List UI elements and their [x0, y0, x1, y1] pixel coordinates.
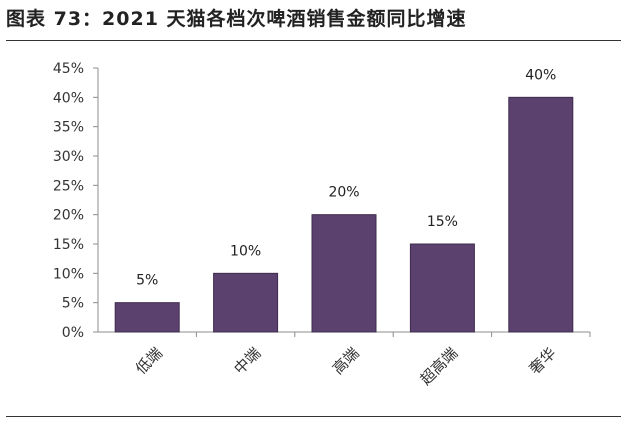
y-tick-label: 30% — [53, 149, 84, 165]
y-tick-label: 40% — [53, 90, 84, 106]
bar — [213, 272, 279, 333]
y-tick-label: 10% — [53, 266, 84, 282]
y-tick-label: 5% — [62, 296, 84, 312]
footer-rule — [6, 416, 621, 417]
x-category-label: 低端 — [132, 344, 166, 378]
data-label: 15% — [427, 214, 458, 230]
bar — [114, 302, 180, 333]
y-tick-label: 25% — [53, 178, 84, 194]
data-label: 40% — [525, 67, 556, 83]
y-tick-label: 45% — [53, 61, 84, 77]
bar — [409, 243, 475, 333]
y-tick-label: 20% — [53, 208, 84, 224]
x-category-label: 超高端 — [417, 344, 462, 389]
x-category-label: 奢华 — [526, 344, 560, 378]
y-tick-label: 0% — [62, 325, 84, 341]
bar — [311, 214, 377, 333]
data-label: 20% — [328, 185, 359, 201]
x-category-label: 中端 — [230, 344, 264, 378]
title-rule — [6, 40, 621, 41]
x-category-label: 高端 — [329, 344, 363, 378]
data-label: 10% — [230, 243, 261, 259]
bar — [508, 96, 574, 333]
figure-title: 图表 73：2021 天猫各档次啤酒销售金额同比增速 — [6, 8, 467, 30]
data-label: 5% — [136, 273, 158, 289]
y-tick-label: 15% — [53, 237, 84, 253]
y-tick-label: 35% — [53, 120, 84, 136]
